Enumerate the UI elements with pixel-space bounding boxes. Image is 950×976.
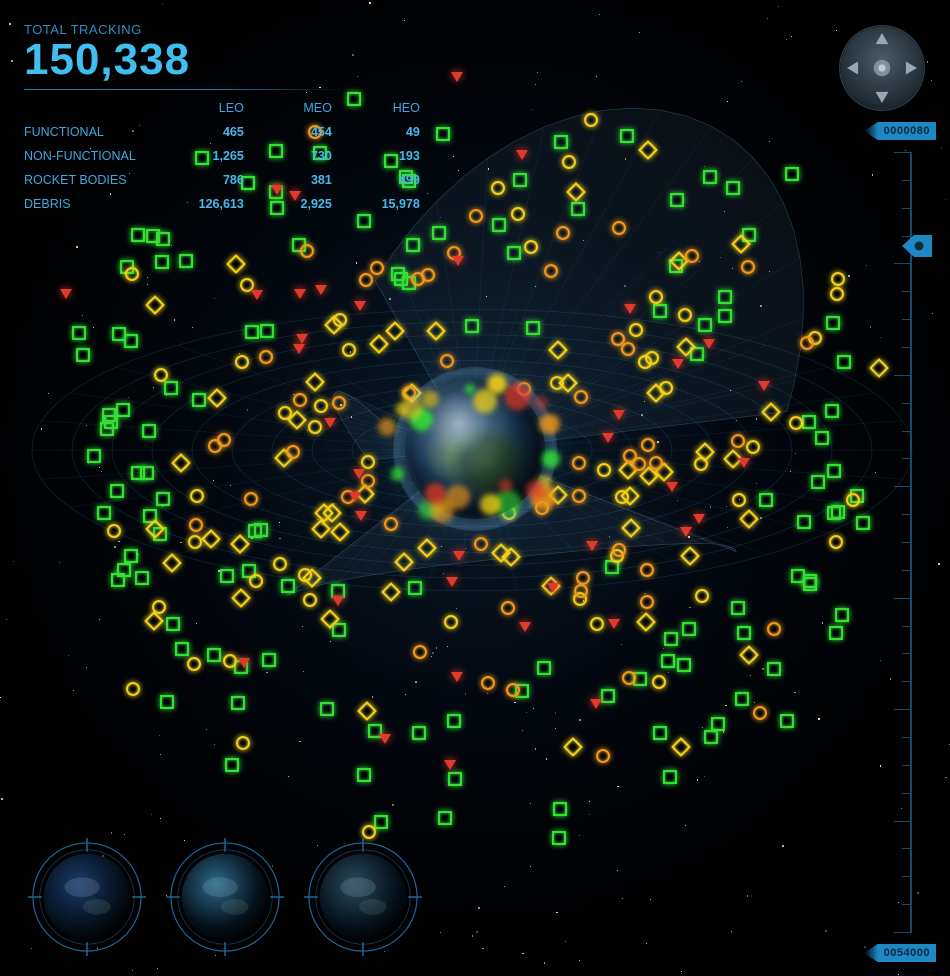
row-label: ROCKET BODIES [24,168,156,192]
table-row: NON-FUNCTIONAL1,265730193 [24,144,420,168]
scale-marker[interactable] [902,235,932,257]
view-gps-thumb[interactable] [28,838,146,956]
col-meo: MEO [244,96,332,120]
stat-value: 49 [332,120,420,144]
orbit-stats-table: LEOMEOHEO FUNCTIONAL46545449NON-FUNCTION… [24,96,420,216]
stat-value: 193 [332,144,420,168]
stat-value: 730 [244,144,332,168]
table-row: DEBRIS126,6132,92515,978 [24,192,420,216]
view-night-thumb[interactable] [304,838,422,956]
stat-value: 454 [244,120,332,144]
total-tracking-value: 150,338 [24,37,420,83]
altitude-scale[interactable]: 0000080 0054000 [864,122,936,962]
stat-value: 15,978 [332,192,420,216]
stat-value: 499 [332,168,420,192]
stat-value: 2,925 [244,192,332,216]
nav-dpad[interactable] [836,22,928,114]
view-earth-thumb[interactable] [166,838,284,956]
scale-bottom-value: 0054000 [864,944,936,962]
row-label: FUNCTIONAL [24,120,156,144]
col-heo: HEO [332,96,420,120]
view-thumbnails [28,838,422,956]
stat-value: 786 [156,168,244,192]
row-label: NON-FUNCTIONAL [24,144,156,168]
row-label: DEBRIS [24,192,156,216]
stat-value: 381 [244,168,332,192]
stat-value: 126,613 [156,192,244,216]
hud-stats-panel: TOTAL TRACKING 150,338 LEOMEOHEO FUNCTIO… [24,22,420,216]
table-row: FUNCTIONAL46545449 [24,120,420,144]
col-leo: LEO [156,96,244,120]
stat-value: 1,265 [156,144,244,168]
scale-top-value: 0000080 [864,122,936,140]
stat-value: 465 [156,120,244,144]
divider [24,89,344,90]
table-row: ROCKET BODIES786381499 [24,168,420,192]
